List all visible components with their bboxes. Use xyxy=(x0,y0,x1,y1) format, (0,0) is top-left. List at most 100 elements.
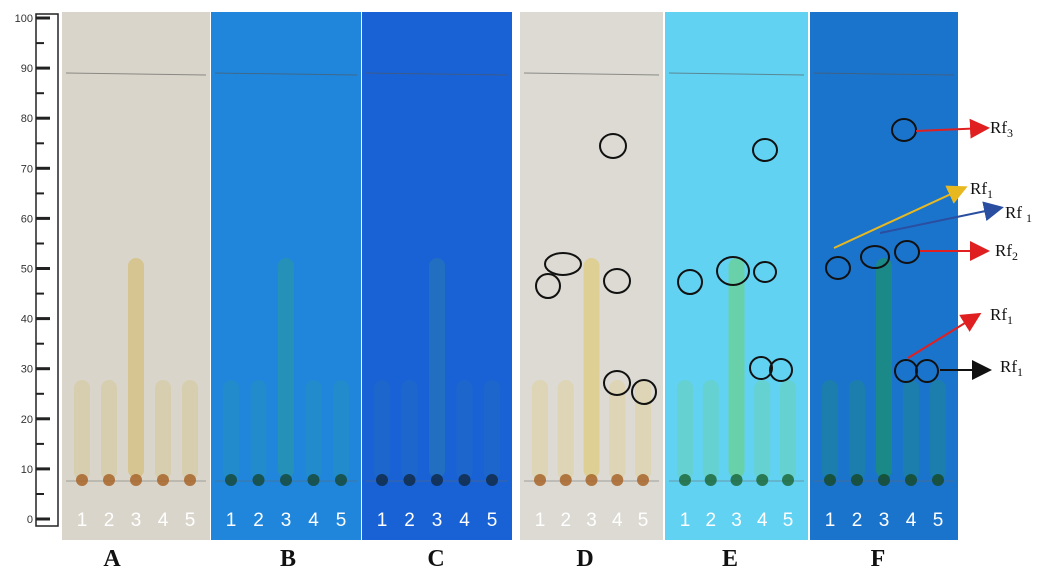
lane-streak xyxy=(128,258,144,478)
ruler-label: 70 xyxy=(21,163,33,175)
lane-number: 2 xyxy=(104,510,115,531)
lane-streak xyxy=(429,258,445,478)
spot xyxy=(103,474,115,486)
lane-streak xyxy=(182,380,198,480)
ruler-label: 60 xyxy=(21,213,33,225)
lane-streak xyxy=(849,380,865,480)
lane-streak xyxy=(101,380,117,480)
lane-number: 4 xyxy=(158,510,169,531)
panel-label: E xyxy=(722,546,738,572)
ruler-label: 20 xyxy=(21,414,33,426)
panel-label: A xyxy=(103,546,121,572)
panel-label: F xyxy=(871,546,886,572)
lane-number: 1 xyxy=(226,510,237,531)
lane-streak xyxy=(374,380,390,480)
rf-subscript: 1 xyxy=(987,187,993,201)
lane-number: 5 xyxy=(487,510,498,531)
spot xyxy=(308,474,320,486)
rf-annotation: Rf 1 xyxy=(1005,203,1032,225)
rf-annotation: Rf2 xyxy=(995,241,1018,263)
rf-subscript: 1 xyxy=(1007,313,1013,327)
ruler-label: 10 xyxy=(21,464,33,476)
spot xyxy=(932,474,944,486)
lane-streak xyxy=(780,380,796,480)
lane-streak xyxy=(558,380,574,480)
lane-number: 5 xyxy=(783,510,794,531)
spot xyxy=(431,474,443,486)
lane-number: 2 xyxy=(404,510,415,531)
lane-number: 3 xyxy=(879,510,890,531)
rf-text: Rf xyxy=(990,118,1007,137)
spot xyxy=(404,474,416,486)
lane-number: 5 xyxy=(185,510,196,531)
lane-number: 5 xyxy=(638,510,649,531)
lane-streak xyxy=(278,258,294,478)
rf-text: Rf xyxy=(995,241,1012,260)
lane-number: 4 xyxy=(459,510,470,531)
spot xyxy=(705,474,717,486)
rf-annotation: Rf3 xyxy=(990,118,1013,140)
lane-streak xyxy=(402,380,418,480)
spot xyxy=(586,474,598,486)
rf-annotation: Rf1 xyxy=(1000,357,1023,379)
lane-streak xyxy=(729,258,745,478)
lane-number: 3 xyxy=(432,510,443,531)
plate: 12345 xyxy=(810,12,958,540)
spot xyxy=(560,474,572,486)
lane-number: 1 xyxy=(377,510,388,531)
lane-streak xyxy=(930,380,946,480)
lane-streak xyxy=(822,380,838,480)
ruler-label: 90 xyxy=(21,63,33,75)
spot xyxy=(611,474,623,486)
spot xyxy=(157,474,169,486)
spot xyxy=(130,474,142,486)
spot xyxy=(335,474,347,486)
lane-number: 1 xyxy=(535,510,546,531)
spot xyxy=(280,474,292,486)
spot xyxy=(824,474,836,486)
lane-number: 4 xyxy=(906,510,917,531)
lane-number: 2 xyxy=(560,510,571,531)
figure: 123451234512345123451234512345 010203040… xyxy=(0,0,1046,572)
rf-subscript: 1 xyxy=(1017,365,1023,379)
lane-streak xyxy=(74,380,90,480)
ruler-label: 80 xyxy=(21,113,33,125)
spot xyxy=(637,474,649,486)
rf-subscript: 1 xyxy=(1026,211,1032,225)
lane-streak xyxy=(155,380,171,480)
lane-number: 2 xyxy=(852,510,863,531)
lane-number: 5 xyxy=(933,510,944,531)
lane-streak xyxy=(223,380,239,480)
spot xyxy=(225,474,237,486)
panel-label: B xyxy=(280,546,296,572)
spot xyxy=(486,474,498,486)
lane-number: 1 xyxy=(680,510,691,531)
rf-text: Rf xyxy=(1000,357,1017,376)
spot xyxy=(782,474,794,486)
lane-streak xyxy=(903,380,919,480)
spot xyxy=(905,474,917,486)
rf-subscript: 3 xyxy=(1007,126,1013,140)
ruler-label: 100 xyxy=(15,13,33,25)
spot xyxy=(459,474,471,486)
rf-text: Rf xyxy=(990,305,1007,324)
spot xyxy=(679,474,691,486)
panel-label: D xyxy=(576,546,593,572)
lane-streak xyxy=(584,258,600,478)
lane-number: 2 xyxy=(253,510,264,531)
lane-number: 3 xyxy=(131,510,142,531)
lane-streak xyxy=(251,380,267,480)
lane-streak xyxy=(484,380,500,480)
lane-streak xyxy=(754,380,770,480)
spot xyxy=(756,474,768,486)
lane-number: 3 xyxy=(731,510,742,531)
lane-streak xyxy=(306,380,322,480)
spot xyxy=(878,474,890,486)
plate: 12345 xyxy=(665,12,808,540)
lane-streak xyxy=(677,380,693,480)
rf-text: Rf xyxy=(1005,203,1022,222)
spot xyxy=(851,474,863,486)
